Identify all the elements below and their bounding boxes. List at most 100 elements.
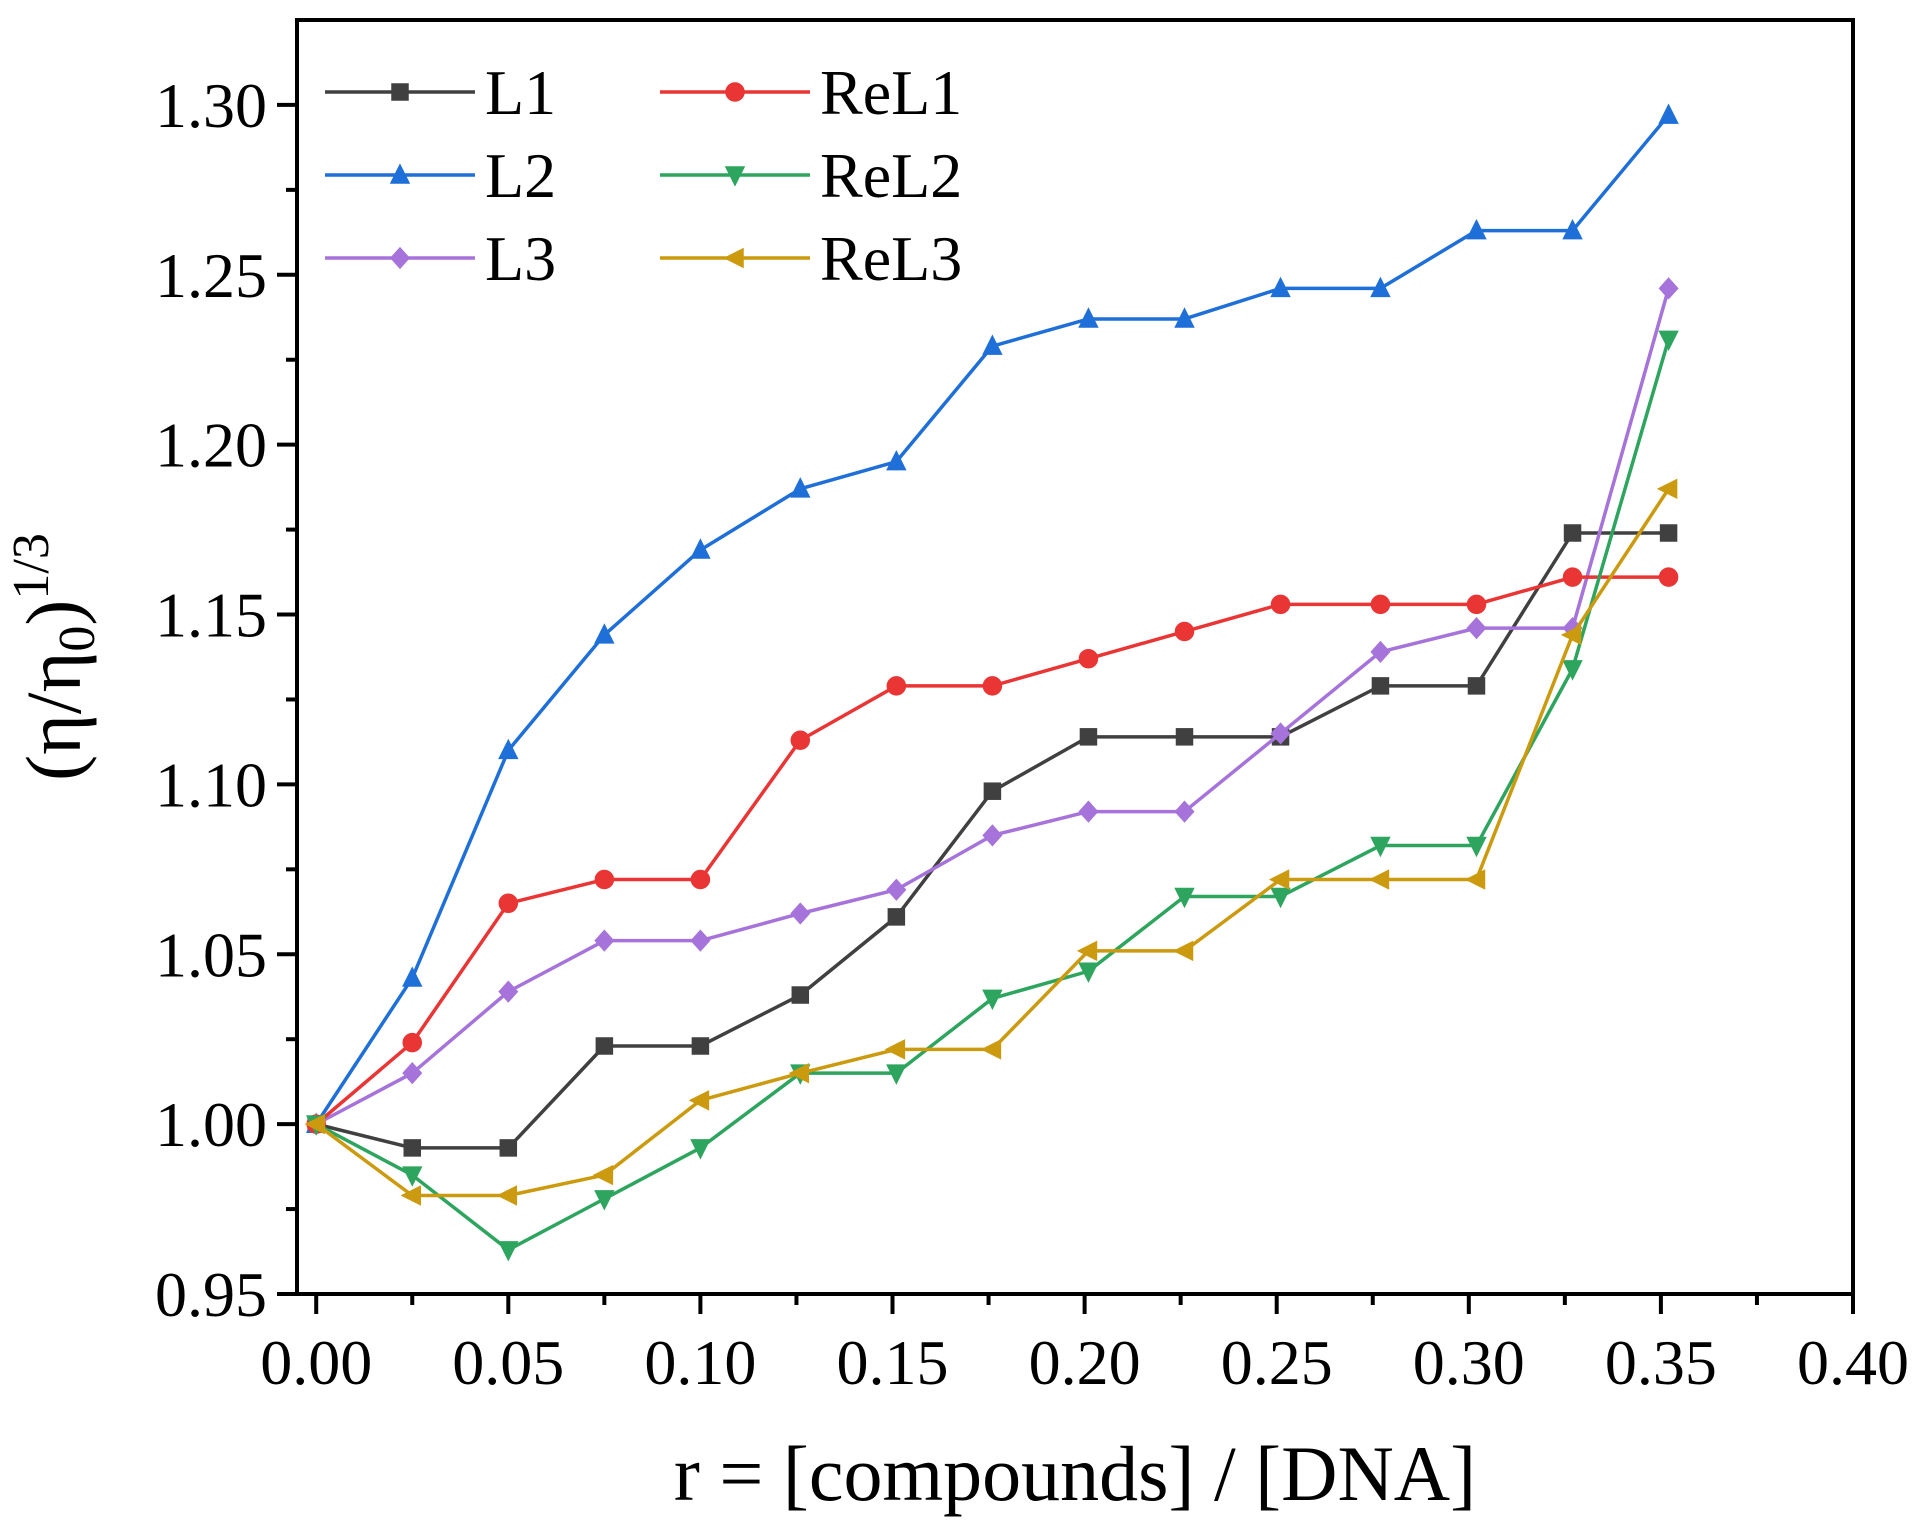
data-point-rel1 [1270, 594, 1291, 615]
x-tick-label: 0.30 [1413, 1327, 1525, 1398]
data-point-l3 [594, 929, 615, 952]
series-rel2 [305, 330, 1679, 1262]
data-point-rel1 [1174, 621, 1195, 642]
data-point-rel1 [982, 676, 1003, 696]
data-point-rel1 [790, 730, 811, 750]
data-point-l2 [1658, 103, 1679, 124]
data-point-rel3 [1464, 869, 1486, 890]
data-point-l2 [690, 538, 711, 559]
data-point-rel1 [690, 869, 711, 890]
legend-marker-l1 [391, 83, 409, 101]
data-point-l2 [498, 738, 519, 760]
data-point-l1 [1467, 677, 1486, 695]
legend-label-rel3: ReL3 [820, 223, 962, 294]
x-tick-label: 0.00 [260, 1327, 372, 1398]
data-point-l3 [1466, 617, 1487, 640]
legend-entry-rel1: ReL1 [660, 57, 962, 128]
y-tick-label: 1.20 [155, 410, 267, 481]
data-point-rel2 [1562, 660, 1583, 681]
y-tick-label: 1.00 [155, 1089, 267, 1160]
data-point-rel2 [594, 1190, 615, 1211]
data-point-l3 [982, 824, 1003, 847]
data-point-rel3 [1268, 869, 1290, 890]
series-layer [304, 103, 1679, 1262]
data-point-rel2 [886, 1064, 907, 1085]
plot-frame [295, 18, 1855, 1296]
data-point-l2 [402, 966, 423, 987]
data-point-l2 [1370, 276, 1391, 298]
legend-marker-rel1 [725, 82, 745, 102]
data-point-l1 [887, 908, 906, 926]
data-point-l1 [691, 1037, 710, 1055]
data-point-rel3 [1172, 940, 1194, 962]
x-axis-label: r = [compounds] / [DNA] [674, 1430, 1476, 1517]
data-point-l3 [1078, 800, 1099, 823]
data-point-l3 [886, 878, 907, 901]
data-point-l1 [1175, 728, 1194, 746]
data-point-l3 [498, 980, 519, 1003]
data-point-l1 [1371, 677, 1390, 695]
legend-label-l1: L1 [485, 57, 556, 128]
data-point-l3 [1370, 640, 1391, 664]
legend-label-l2: L2 [485, 140, 556, 211]
data-point-l1 [983, 782, 1002, 800]
y-tick-label: 1.15 [155, 580, 267, 651]
data-point-l2 [886, 449, 907, 471]
x-tick-label: 0.10 [644, 1327, 756, 1398]
data-point-l1 [1563, 524, 1582, 542]
tick-labels: 0.00 0.05 0.10 0.15 0.20 0.25 0.30 0.35 0.40 0.95… [155, 70, 1909, 1398]
data-point-rel1 [1078, 648, 1099, 669]
data-point-rel2 [1466, 836, 1487, 858]
legend-marker-rel3 [723, 247, 744, 269]
data-point-rel3 [1560, 624, 1582, 646]
data-point-rel2 [982, 989, 1003, 1011]
data-point-rel3 [496, 1185, 518, 1206]
data-point-rel2 [1270, 887, 1291, 909]
data-point-rel1 [1370, 594, 1391, 615]
data-point-l1 [1079, 728, 1098, 746]
y-axis-label-main: (η/η [10, 652, 97, 781]
data-point-rel2 [690, 1139, 711, 1160]
legend: L1 ReL1 L2 ReL2 L3 ReL3 [325, 57, 962, 294]
x-tick-label: 0.35 [1605, 1327, 1717, 1398]
y-axis-label-close: ) [10, 600, 97, 626]
series-rel3 [304, 478, 1678, 1206]
data-point-rel3 [304, 1113, 325, 1135]
data-point-rel2 [1658, 330, 1679, 352]
x-tick-label: 0.40 [1797, 1327, 1909, 1398]
data-point-rel3 [592, 1164, 614, 1186]
data-point-rel3 [884, 1039, 906, 1060]
legend-entry-rel3: ReL3 [660, 223, 962, 294]
y-axis-label-superscript: 1/3 [3, 533, 60, 599]
legend-entry-l2: L2 [325, 140, 556, 211]
series-l1 [307, 524, 1678, 1157]
data-point-l3 [1174, 800, 1195, 823]
data-point-rel3 [1076, 940, 1098, 962]
data-point-l2 [790, 477, 811, 498]
data-point-rel2 [498, 1241, 519, 1262]
x-tick-label: 0.20 [1029, 1327, 1141, 1398]
y-tick-label: 1.25 [155, 240, 267, 311]
data-point-l3 [690, 929, 711, 952]
data-point-l3 [402, 1062, 423, 1085]
legend-marker-l3 [389, 246, 411, 270]
data-point-rel1 [402, 1032, 423, 1053]
axis-ticks [277, 102, 1855, 1314]
data-point-rel3 [400, 1185, 422, 1206]
data-point-rel1 [594, 869, 615, 890]
data-point-l3 [1270, 722, 1291, 745]
x-tick-label: 0.05 [452, 1327, 564, 1398]
y-tick-label: 0.95 [155, 1259, 267, 1330]
legend-entry-l3: L3 [325, 223, 556, 294]
data-point-l2 [1078, 307, 1099, 328]
data-point-l2 [982, 334, 1003, 355]
legend-label-l3: L3 [485, 223, 556, 294]
data-point-l1 [499, 1139, 518, 1157]
data-point-rel2 [1174, 887, 1195, 909]
legend-entry-l1: L1 [325, 57, 556, 128]
legend-marker-rel2 [724, 166, 746, 187]
series-l2 [305, 103, 1679, 1133]
data-point-l1 [791, 986, 810, 1004]
legend-marker-l2 [389, 163, 411, 184]
